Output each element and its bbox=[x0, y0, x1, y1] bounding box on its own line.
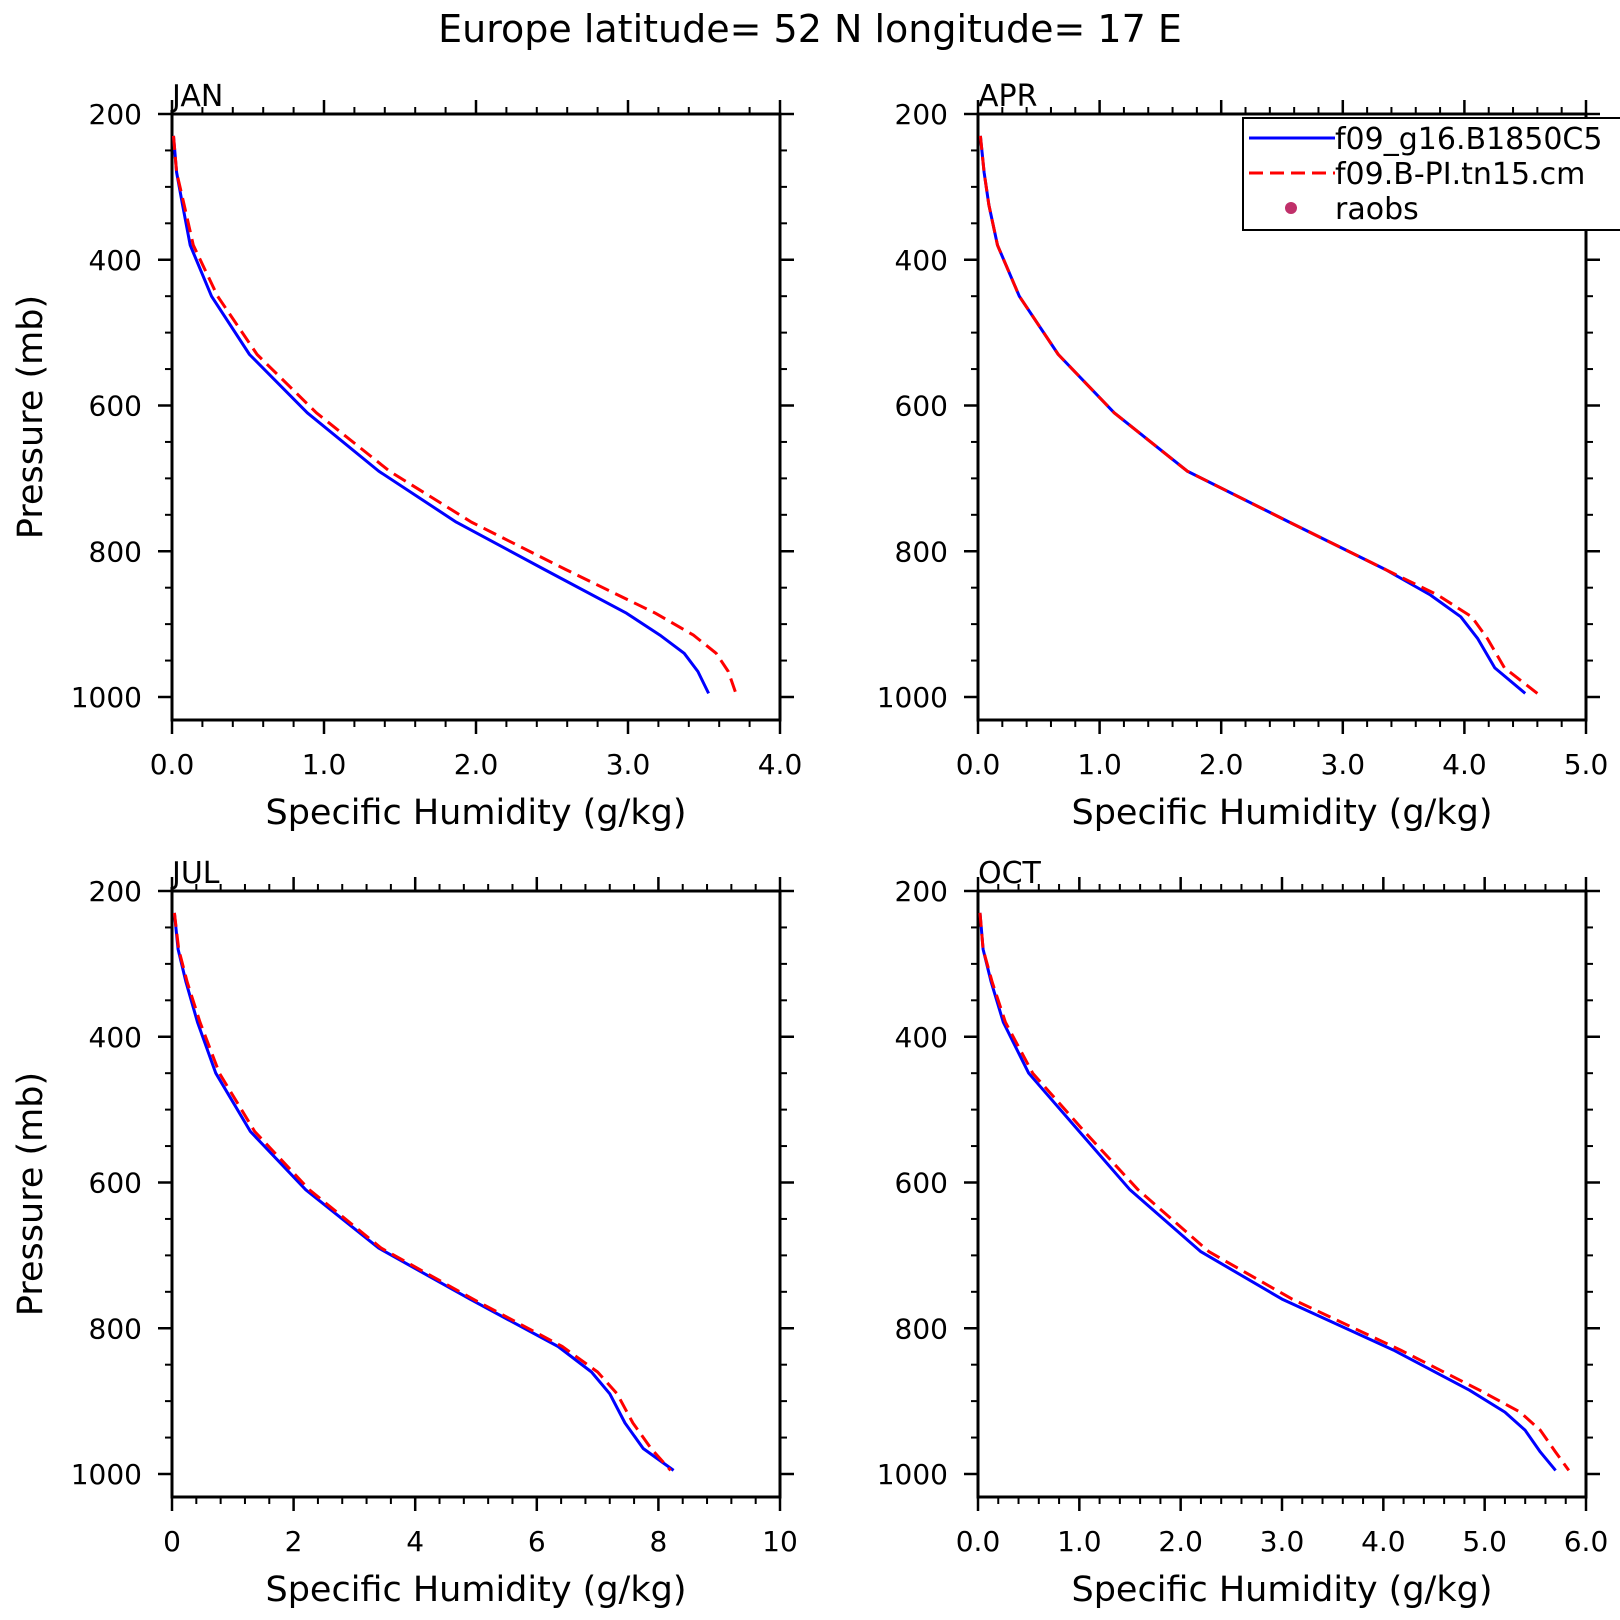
x-tick-label: 1.0 bbox=[302, 748, 347, 781]
legend-entry: raobs bbox=[1285, 192, 1419, 227]
y-tick-label: 600 bbox=[89, 390, 142, 423]
x-tick-label: 10 bbox=[762, 1525, 798, 1558]
x-axis-title: Specific Humidity (g/kg) bbox=[1072, 1570, 1493, 1610]
x-tick-label: 4 bbox=[406, 1525, 424, 1558]
panel-label: JUL bbox=[170, 856, 220, 891]
y-axis-title: Pressure (mb) bbox=[11, 295, 51, 539]
x-tick-label: 3.0 bbox=[1321, 748, 1366, 781]
y-tick-label: 1000 bbox=[877, 1458, 948, 1491]
panel-jul: JUL 0 2 4 6 8 10 200 400 600 800 1000 Specific Humid… bbox=[11, 856, 798, 1610]
legend-label: f09_g16.B1850C5 bbox=[1335, 122, 1602, 157]
x-tick-label: 2 bbox=[285, 1525, 303, 1558]
x-tick-label: 2.0 bbox=[1158, 1525, 1203, 1558]
series-line-pi bbox=[978, 135, 1539, 695]
y-tick-label: 200 bbox=[895, 98, 948, 131]
y-tick-label: 800 bbox=[895, 535, 948, 568]
x-tick-label: 2.0 bbox=[1199, 748, 1244, 781]
plot-frame bbox=[170, 889, 782, 1499]
x-tick-label: 5.0 bbox=[1462, 1525, 1507, 1558]
panel-label: OCT bbox=[978, 856, 1042, 891]
plot-frame bbox=[976, 112, 1588, 722]
legend-label: raobs bbox=[1335, 192, 1419, 227]
panels: JAN 0.0 1.0 2.0 3.0 4.0 200 400 600 800 1000 Specif… bbox=[11, 79, 1608, 1610]
figure-title: Europe latitude= 52 N longitude= 17 E bbox=[438, 7, 1182, 51]
y-tick-label: 400 bbox=[895, 1021, 948, 1054]
y-tick-label: 1000 bbox=[877, 681, 948, 714]
y-tick-label: 400 bbox=[895, 244, 948, 277]
legend-entry: f09_g16.B1850C5 bbox=[1249, 122, 1602, 157]
x-tick-label: 1.0 bbox=[1057, 1525, 1102, 1558]
x-tick-label: 3.0 bbox=[606, 748, 651, 781]
x-tick-label: 1.0 bbox=[1077, 748, 1122, 781]
x-tick-label: 4.0 bbox=[1361, 1525, 1406, 1558]
panel-label: APR bbox=[978, 79, 1037, 114]
x-tick-label: 0.0 bbox=[956, 748, 1001, 781]
panel-apr: APR 0.0 1.0 2.0 3.0 4.0 5.0 200 400 600 800 1000 Spe… bbox=[877, 79, 1609, 833]
y-tick-label: 1000 bbox=[71, 1458, 142, 1491]
y-tick-label: 400 bbox=[89, 1021, 142, 1054]
x-tick-label: 6.0 bbox=[1564, 1525, 1609, 1558]
y-tick-label: 400 bbox=[89, 244, 142, 277]
panel-label: JAN bbox=[170, 79, 223, 114]
y-tick-label: 1000 bbox=[71, 681, 142, 714]
series-line-pi bbox=[978, 912, 1571, 1472]
panel-oct: OCT 0.0 1.0 2.0 3.0 4.0 5.0 6.0 200 400 600 800 1000… bbox=[877, 856, 1609, 1610]
y-tick-label: 800 bbox=[89, 535, 142, 568]
legend-entry: f09.B-PI.tn15.cm bbox=[1249, 157, 1585, 192]
x-tick-label: 0.0 bbox=[956, 1525, 1001, 1558]
x-tick-label: 5.0 bbox=[1564, 748, 1609, 781]
y-tick-label: 800 bbox=[89, 1312, 142, 1345]
series-line-pi bbox=[172, 912, 672, 1472]
series-line-b1850 bbox=[172, 135, 710, 695]
y-tick-label: 600 bbox=[895, 390, 948, 423]
y-tick-label: 600 bbox=[895, 1167, 948, 1200]
x-axis-title: Specific Humidity (g/kg) bbox=[266, 1570, 687, 1610]
plot-frame bbox=[170, 112, 782, 722]
x-axis-title: Specific Humidity (g/kg) bbox=[266, 793, 687, 833]
series-line-pi bbox=[172, 135, 738, 694]
legend-label: f09.B-PI.tn15.cm bbox=[1335, 157, 1585, 192]
y-tick-label: 200 bbox=[895, 875, 948, 908]
y-tick-label: 200 bbox=[89, 875, 142, 908]
panel-jan: JAN 0.0 1.0 2.0 3.0 4.0 200 400 600 800 1000 Specif… bbox=[11, 79, 802, 833]
y-tick-label: 800 bbox=[895, 1312, 948, 1345]
series-line-b1850 bbox=[978, 912, 1557, 1472]
x-tick-label: 8 bbox=[649, 1525, 667, 1558]
series-line-b1850 bbox=[172, 912, 675, 1472]
x-tick-label: 0 bbox=[163, 1525, 181, 1558]
x-tick-label: 6 bbox=[528, 1525, 546, 1558]
x-tick-label: 0.0 bbox=[150, 748, 195, 781]
x-tick-label: 2.0 bbox=[454, 748, 499, 781]
x-tick-label: 3.0 bbox=[1260, 1525, 1305, 1558]
x-tick-label: 4.0 bbox=[758, 748, 803, 781]
x-axis-title: Specific Humidity (g/kg) bbox=[1072, 793, 1493, 833]
y-tick-label: 200 bbox=[89, 98, 142, 131]
x-tick-label: 4.0 bbox=[1442, 748, 1487, 781]
y-axis-title: Pressure (mb) bbox=[11, 1072, 51, 1316]
y-tick-label: 600 bbox=[89, 1167, 142, 1200]
legend-dot bbox=[1285, 202, 1297, 214]
